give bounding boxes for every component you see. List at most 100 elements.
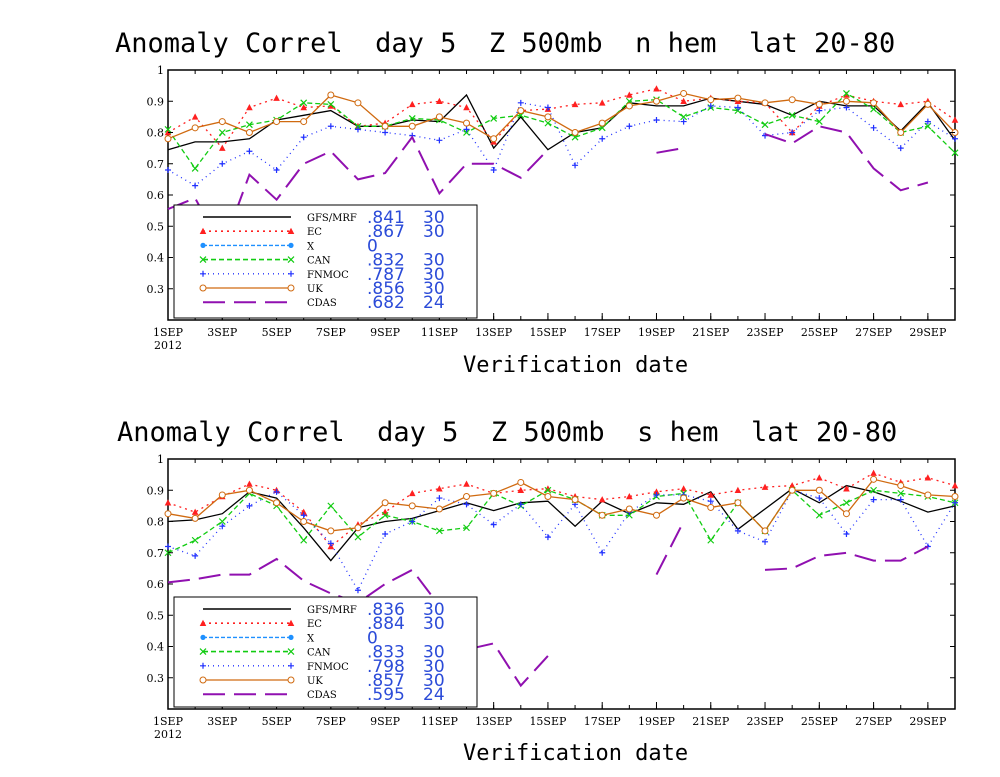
legend-entry: CAN .832 30 [199, 251, 445, 271]
data-point [544, 493, 552, 500]
data-point [435, 527, 443, 535]
series-gfs-mrf [167, 93, 956, 151]
data-point [544, 486, 552, 494]
data-point [734, 107, 742, 115]
data-point [734, 499, 742, 507]
series-line [167, 484, 956, 562]
series-line [167, 88, 956, 150]
data-point [788, 96, 796, 104]
y-tick-label: 0.5 [147, 220, 165, 233]
x-tick-label: 1SEP [153, 715, 184, 728]
data-point [219, 160, 226, 167]
data-point [951, 149, 959, 157]
legend-count: 30 [423, 222, 445, 242]
legend-entry: CAN .833 30 [199, 643, 445, 663]
legend-box [173, 596, 478, 708]
x-tick-label: 27SEP [855, 715, 893, 728]
data-point [191, 165, 199, 172]
data-point [191, 124, 199, 132]
legend-name: EC [307, 227, 322, 238]
data-point [273, 118, 281, 126]
data-point [436, 137, 443, 144]
data-point [870, 469, 877, 476]
data-point [816, 474, 823, 481]
data-point [653, 488, 660, 495]
data-point [165, 167, 171, 173]
data-point [164, 125, 172, 133]
x-tick-label: 15SEP [529, 326, 567, 339]
legend-marker [199, 648, 207, 656]
series-layer [164, 469, 959, 688]
legend-entry: GFS/MRF .841 30 [203, 208, 445, 228]
data-point [680, 97, 687, 105]
data-point [517, 501, 524, 508]
data-point [517, 99, 524, 106]
x-tick-label: 17SEP [584, 715, 622, 728]
legend-marker [200, 662, 206, 669]
legend-count: 24 [423, 685, 445, 705]
legend-stat: .798 [367, 657, 405, 677]
data-point [435, 505, 443, 513]
series-fnmoc [165, 99, 958, 189]
chart-title: Anomaly Correl day 5 Z 500mb s hem lat 2… [117, 417, 897, 448]
legend-name: X [307, 633, 315, 644]
data-point [625, 511, 633, 519]
data-point [164, 510, 172, 518]
data-point [164, 135, 172, 143]
legend-box [173, 204, 478, 319]
legend-entry: EC .884 30 [199, 614, 445, 634]
data-point [625, 505, 633, 513]
x-tick-label: 13SEP [475, 326, 513, 339]
legend-marker [287, 619, 295, 626]
legend-name: X [307, 241, 315, 252]
data-point [652, 511, 660, 519]
legend-marker [288, 242, 294, 248]
x-tick-label: 23SEP [747, 326, 785, 339]
data-point [381, 122, 389, 130]
y-tick-label: 0.4 [147, 252, 165, 265]
data-point [680, 89, 688, 97]
data-point [626, 91, 633, 98]
data-point [870, 496, 877, 503]
legend-marker [200, 270, 206, 277]
data-point [300, 99, 308, 107]
data-point [165, 543, 171, 550]
data-point [192, 552, 199, 559]
legend-entry: CDAS .682 24 [203, 293, 445, 313]
data-point [327, 540, 334, 547]
x-axis-label: Verification date [463, 741, 688, 766]
data-point [245, 129, 253, 136]
data-point [816, 495, 823, 502]
data-point [544, 104, 551, 111]
data-point [191, 536, 199, 544]
legend-count: 30 [423, 643, 445, 663]
data-point [435, 113, 443, 121]
data-point [327, 100, 335, 108]
data-point [490, 167, 497, 173]
legend-marker [199, 227, 207, 234]
legend-stat: .682 [367, 293, 405, 313]
data-point [788, 111, 796, 119]
legend-marker [287, 227, 295, 234]
legend-entry: CDAS .595 24 [203, 685, 445, 705]
legend-entry: EC .867 30 [199, 222, 445, 242]
data-point [490, 135, 498, 143]
data-point [870, 475, 878, 483]
data-point [599, 135, 606, 142]
legend-marker [199, 284, 207, 292]
data-point [924, 474, 932, 481]
x-tick-label: 21SEP [692, 715, 730, 728]
x-tick-label: 11SEP [421, 326, 459, 339]
data-point [897, 496, 904, 503]
data-point [354, 99, 362, 107]
x-tick-label: 3SEP [207, 326, 238, 339]
data-point [707, 96, 715, 104]
data-point [246, 480, 253, 487]
data-point [408, 115, 416, 122]
data-point [626, 493, 633, 500]
data-point [815, 100, 823, 108]
data-point [653, 117, 660, 123]
